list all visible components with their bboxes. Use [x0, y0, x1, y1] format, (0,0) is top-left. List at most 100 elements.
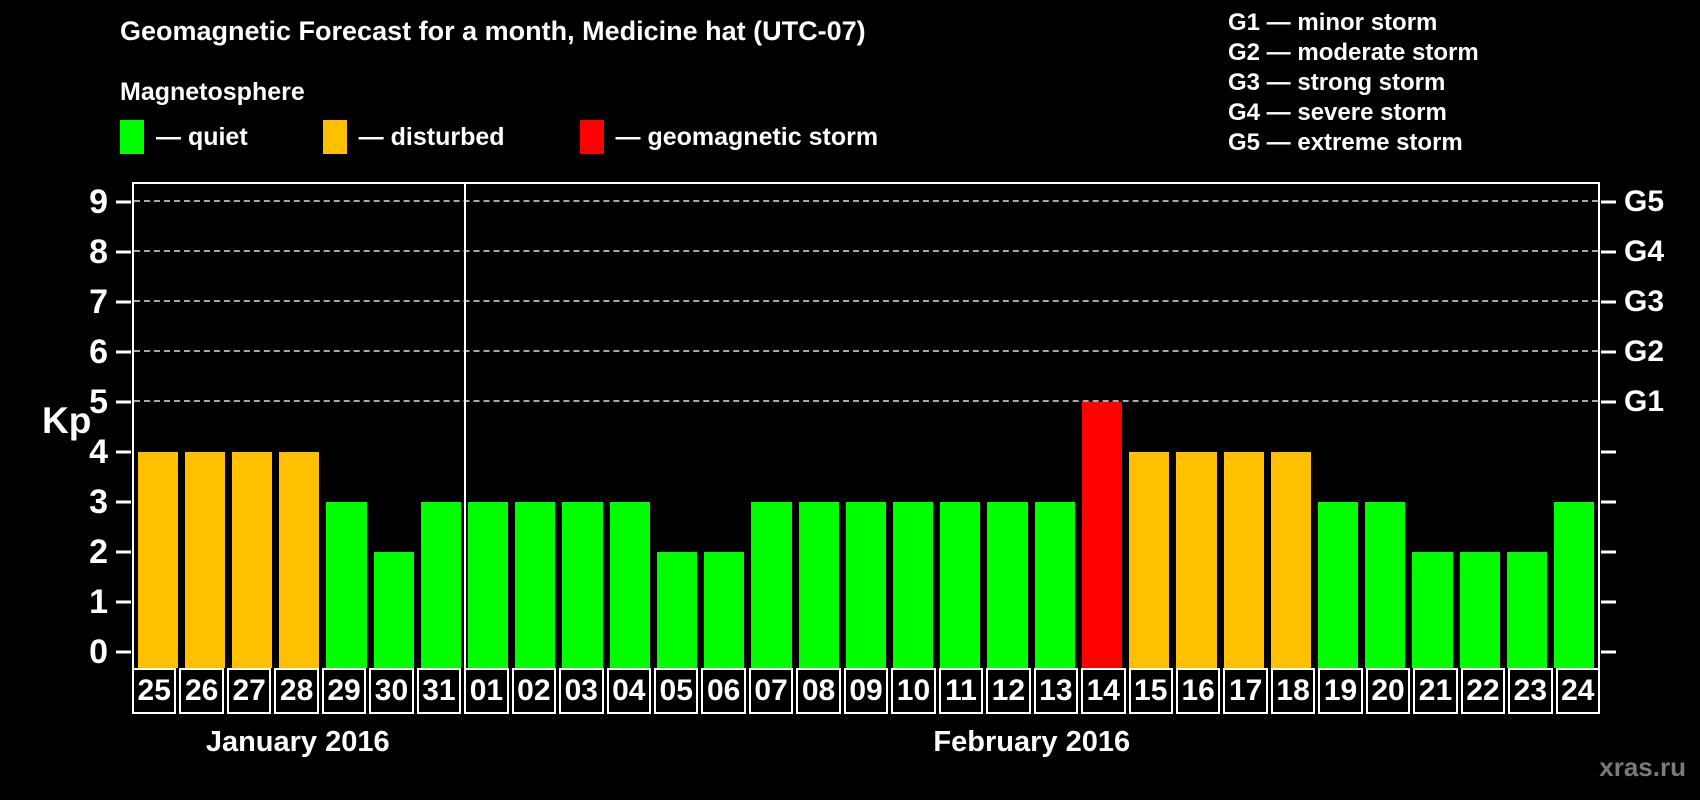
kp-bar-day-04 [609, 502, 650, 668]
storm-scale-line-5: G5 — extreme storm [1228, 129, 1463, 156]
bar-slot-day-25 [134, 184, 181, 668]
day-label-02: 02 [511, 668, 557, 714]
kp-bar-day-26 [184, 452, 225, 668]
kp-tick-left-9 [116, 200, 131, 204]
bar-slot-day-01 [465, 184, 512, 668]
kp-bar-day-20 [1365, 502, 1406, 668]
g-scale-label-G1: G1 [1624, 385, 1665, 418]
bar-slot-day-28 [276, 184, 323, 668]
legend-item-storm: — geomagnetic storm [579, 120, 879, 154]
day-label-15: 15 [1128, 668, 1173, 714]
bar-slot-day-19 [1314, 184, 1361, 668]
kp-bar-day-01 [468, 502, 509, 668]
kp-tick-right-3 [1601, 500, 1616, 504]
legend-item-label: — geomagnetic storm [615, 122, 879, 151]
kp-tick-right-0 [1601, 650, 1616, 654]
day-label-01: 01 [464, 668, 509, 714]
legend-item-disturbed: — disturbed [322, 120, 505, 154]
bar-slot-day-05 [653, 184, 700, 668]
legend-item-label: — disturbed [358, 122, 505, 151]
kp-tick-left-4 [116, 450, 131, 454]
kp-tick-label-1: 1 [89, 583, 108, 621]
kp-bar-day-13 [1034, 502, 1075, 668]
kp-bar-day-23 [1506, 552, 1548, 668]
bar-slot-day-08 [795, 184, 842, 668]
kp-tick-left-5 [116, 400, 131, 404]
disturbed-swatch-icon [322, 120, 347, 154]
kp-bar-day-07 [751, 502, 792, 668]
gridline-kp9 [134, 200, 1598, 202]
kp-bar-day-06 [704, 552, 745, 668]
day-label-18: 18 [1270, 668, 1316, 714]
bar-slot-day-09 [842, 184, 889, 668]
kp-bar-day-09 [845, 502, 886, 668]
bar-slot-day-10 [890, 184, 937, 668]
storm-scale-line-3: G3 — strong storm [1228, 69, 1446, 96]
kp-tick-left-6 [116, 350, 131, 354]
day-label-31: 31 [416, 668, 462, 714]
kp-bar-day-12 [987, 502, 1028, 668]
day-label-17: 17 [1223, 668, 1268, 714]
day-label-16: 16 [1175, 668, 1221, 714]
storm-scale-line-4: G4 — severe storm [1228, 99, 1447, 126]
quiet-swatch-icon [120, 120, 144, 154]
kp-bar-day-21 [1412, 552, 1453, 668]
day-label-20: 20 [1365, 668, 1411, 714]
kp-tick-left-8 [116, 250, 131, 254]
day-label-07: 07 [748, 668, 794, 714]
day-label-19: 19 [1318, 668, 1363, 714]
day-label-26: 26 [179, 668, 224, 714]
month-section-2: February 2016 [463, 726, 1600, 759]
gridline-kp6 [134, 350, 1598, 352]
kp-tick-left-3 [116, 500, 131, 504]
bar-slot-day-15 [1126, 184, 1173, 668]
kp-bar-day-29 [326, 502, 367, 668]
legend-item-label: — quiet [156, 122, 248, 151]
kp-bar-day-11 [940, 502, 981, 668]
kp-bar-day-30 [373, 552, 414, 668]
day-label-13: 13 [1033, 668, 1079, 714]
day-label-29: 29 [321, 668, 367, 714]
bar-slot-day-21 [1409, 184, 1456, 668]
g-scale-label-G5: G5 [1624, 185, 1665, 218]
day-label-08: 08 [796, 668, 841, 714]
storm-scale-line-1: G1 — minor storm [1228, 9, 1438, 36]
day-label-23: 23 [1508, 668, 1553, 714]
kp-tick-label-2: 2 [89, 533, 108, 571]
bar-slot-day-11 [937, 184, 984, 668]
bar-slot-day-23 [1503, 184, 1550, 668]
kp-bar-day-28 [279, 452, 320, 668]
storm-scale-line-2: G2 — moderate storm [1228, 39, 1479, 66]
kp-axis-title: Kp [42, 400, 92, 441]
day-label-24: 24 [1555, 668, 1601, 714]
kp-bar-day-18 [1270, 452, 1311, 668]
kp-tick-label-8: 8 [89, 233, 108, 271]
kp-bar-plot-area: 0 1 2 3 4 5 6 7 8 9 G1 G2 G3 G4 G5 [89, 182, 1664, 669]
bar-slot-day-31 [417, 184, 464, 668]
kp-bar-day-08 [798, 502, 839, 668]
kp-bar-day-03 [562, 502, 603, 668]
day-label-25: 25 [132, 668, 177, 714]
bar-slot-day-24 [1551, 184, 1598, 668]
bars-container [134, 184, 1598, 668]
day-label-14: 14 [1081, 668, 1126, 714]
bar-slot-day-16 [1173, 184, 1220, 668]
kp-bar-day-10 [893, 502, 934, 668]
kp-bar-day-14 [1081, 402, 1123, 668]
storm-scale-legend: G1 — minor storm G2 — moderate storm G3 — … [1228, 8, 1479, 158]
kp-bar-day-05 [656, 552, 698, 668]
g-scale-label-G3: G3 [1624, 285, 1665, 318]
watermark: xras.ru [1599, 752, 1686, 782]
kp-bar-day-31 [420, 502, 462, 668]
gridline-kp8 [134, 250, 1598, 252]
kp-tick-label-4: 4 [89, 433, 108, 471]
month-separator-line [463, 184, 466, 668]
bar-slot-day-02 [512, 184, 559, 668]
day-label-11: 11 [938, 668, 984, 714]
bar-slot-day-30 [370, 184, 417, 668]
day-axis-strip: 25 26 27 28 29 30 31 01 02 03 04 05 06 07 08 09 10 11 12 13… [132, 668, 1601, 714]
gridline-kp5 [134, 400, 1598, 402]
day-label-04: 04 [606, 668, 651, 714]
month-section-1: January 2016 [132, 726, 463, 759]
day-label-12: 12 [986, 668, 1031, 714]
